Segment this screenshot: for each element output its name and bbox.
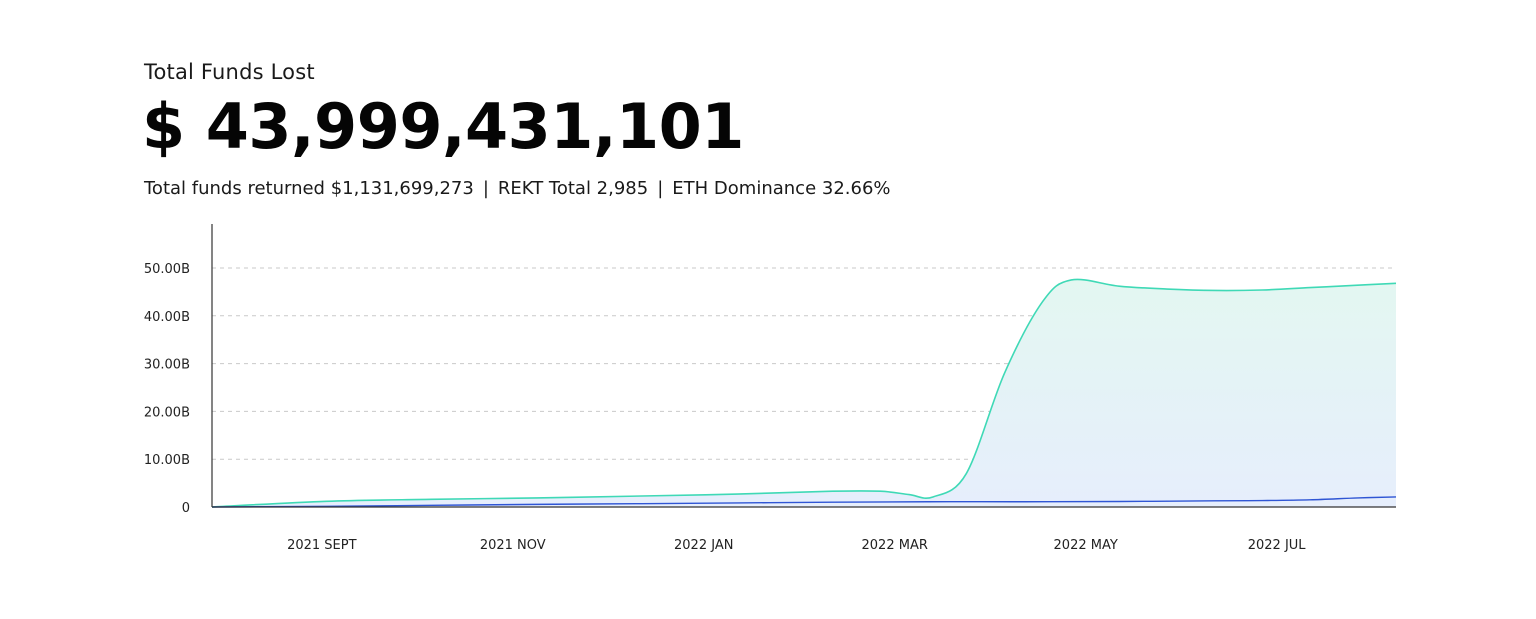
y-tick-label: 40.00B [144, 310, 190, 325]
funds-returned-stat: Total funds returned $1,131,699,273 [144, 178, 474, 199]
stat-separator: | [657, 178, 664, 199]
y-tick-label: 0 [182, 501, 190, 516]
y-tick-label: 50.00B [144, 262, 190, 277]
x-tick-label: 2022 JUL [1248, 538, 1307, 553]
stat-separator: | [482, 178, 489, 199]
series-line-total-funds-lost [211, 278, 1397, 508]
series-area-total-funds-lost [212, 279, 1396, 507]
series-line-funds-returned [211, 496, 1397, 508]
x-tick-label: 2021 SEPT [287, 538, 357, 553]
x-tick-label: 2022 MAR [862, 538, 928, 553]
total-funds-lost-value: $ 43,999,431,101 [142, 90, 744, 163]
summary-stats: Total funds returned $1,131,699,273 | REKT… [144, 178, 891, 199]
eth-dominance-stat: ETH Dominance 32.66% [672, 178, 891, 199]
x-tick-label: 2021 NOV [480, 538, 546, 553]
rekt-total-stat: REKT Total 2,985 [497, 178, 649, 199]
x-tick-label: 2022 JAN [674, 538, 733, 553]
chart-subtitle: Total Funds Lost [144, 60, 315, 84]
x-tick-label: 2022 MAY [1054, 538, 1118, 553]
y-tick-label: 20.00B [144, 405, 190, 420]
y-tick-label: 30.00B [144, 358, 190, 373]
y-tick-label: 10.00B [144, 453, 190, 468]
